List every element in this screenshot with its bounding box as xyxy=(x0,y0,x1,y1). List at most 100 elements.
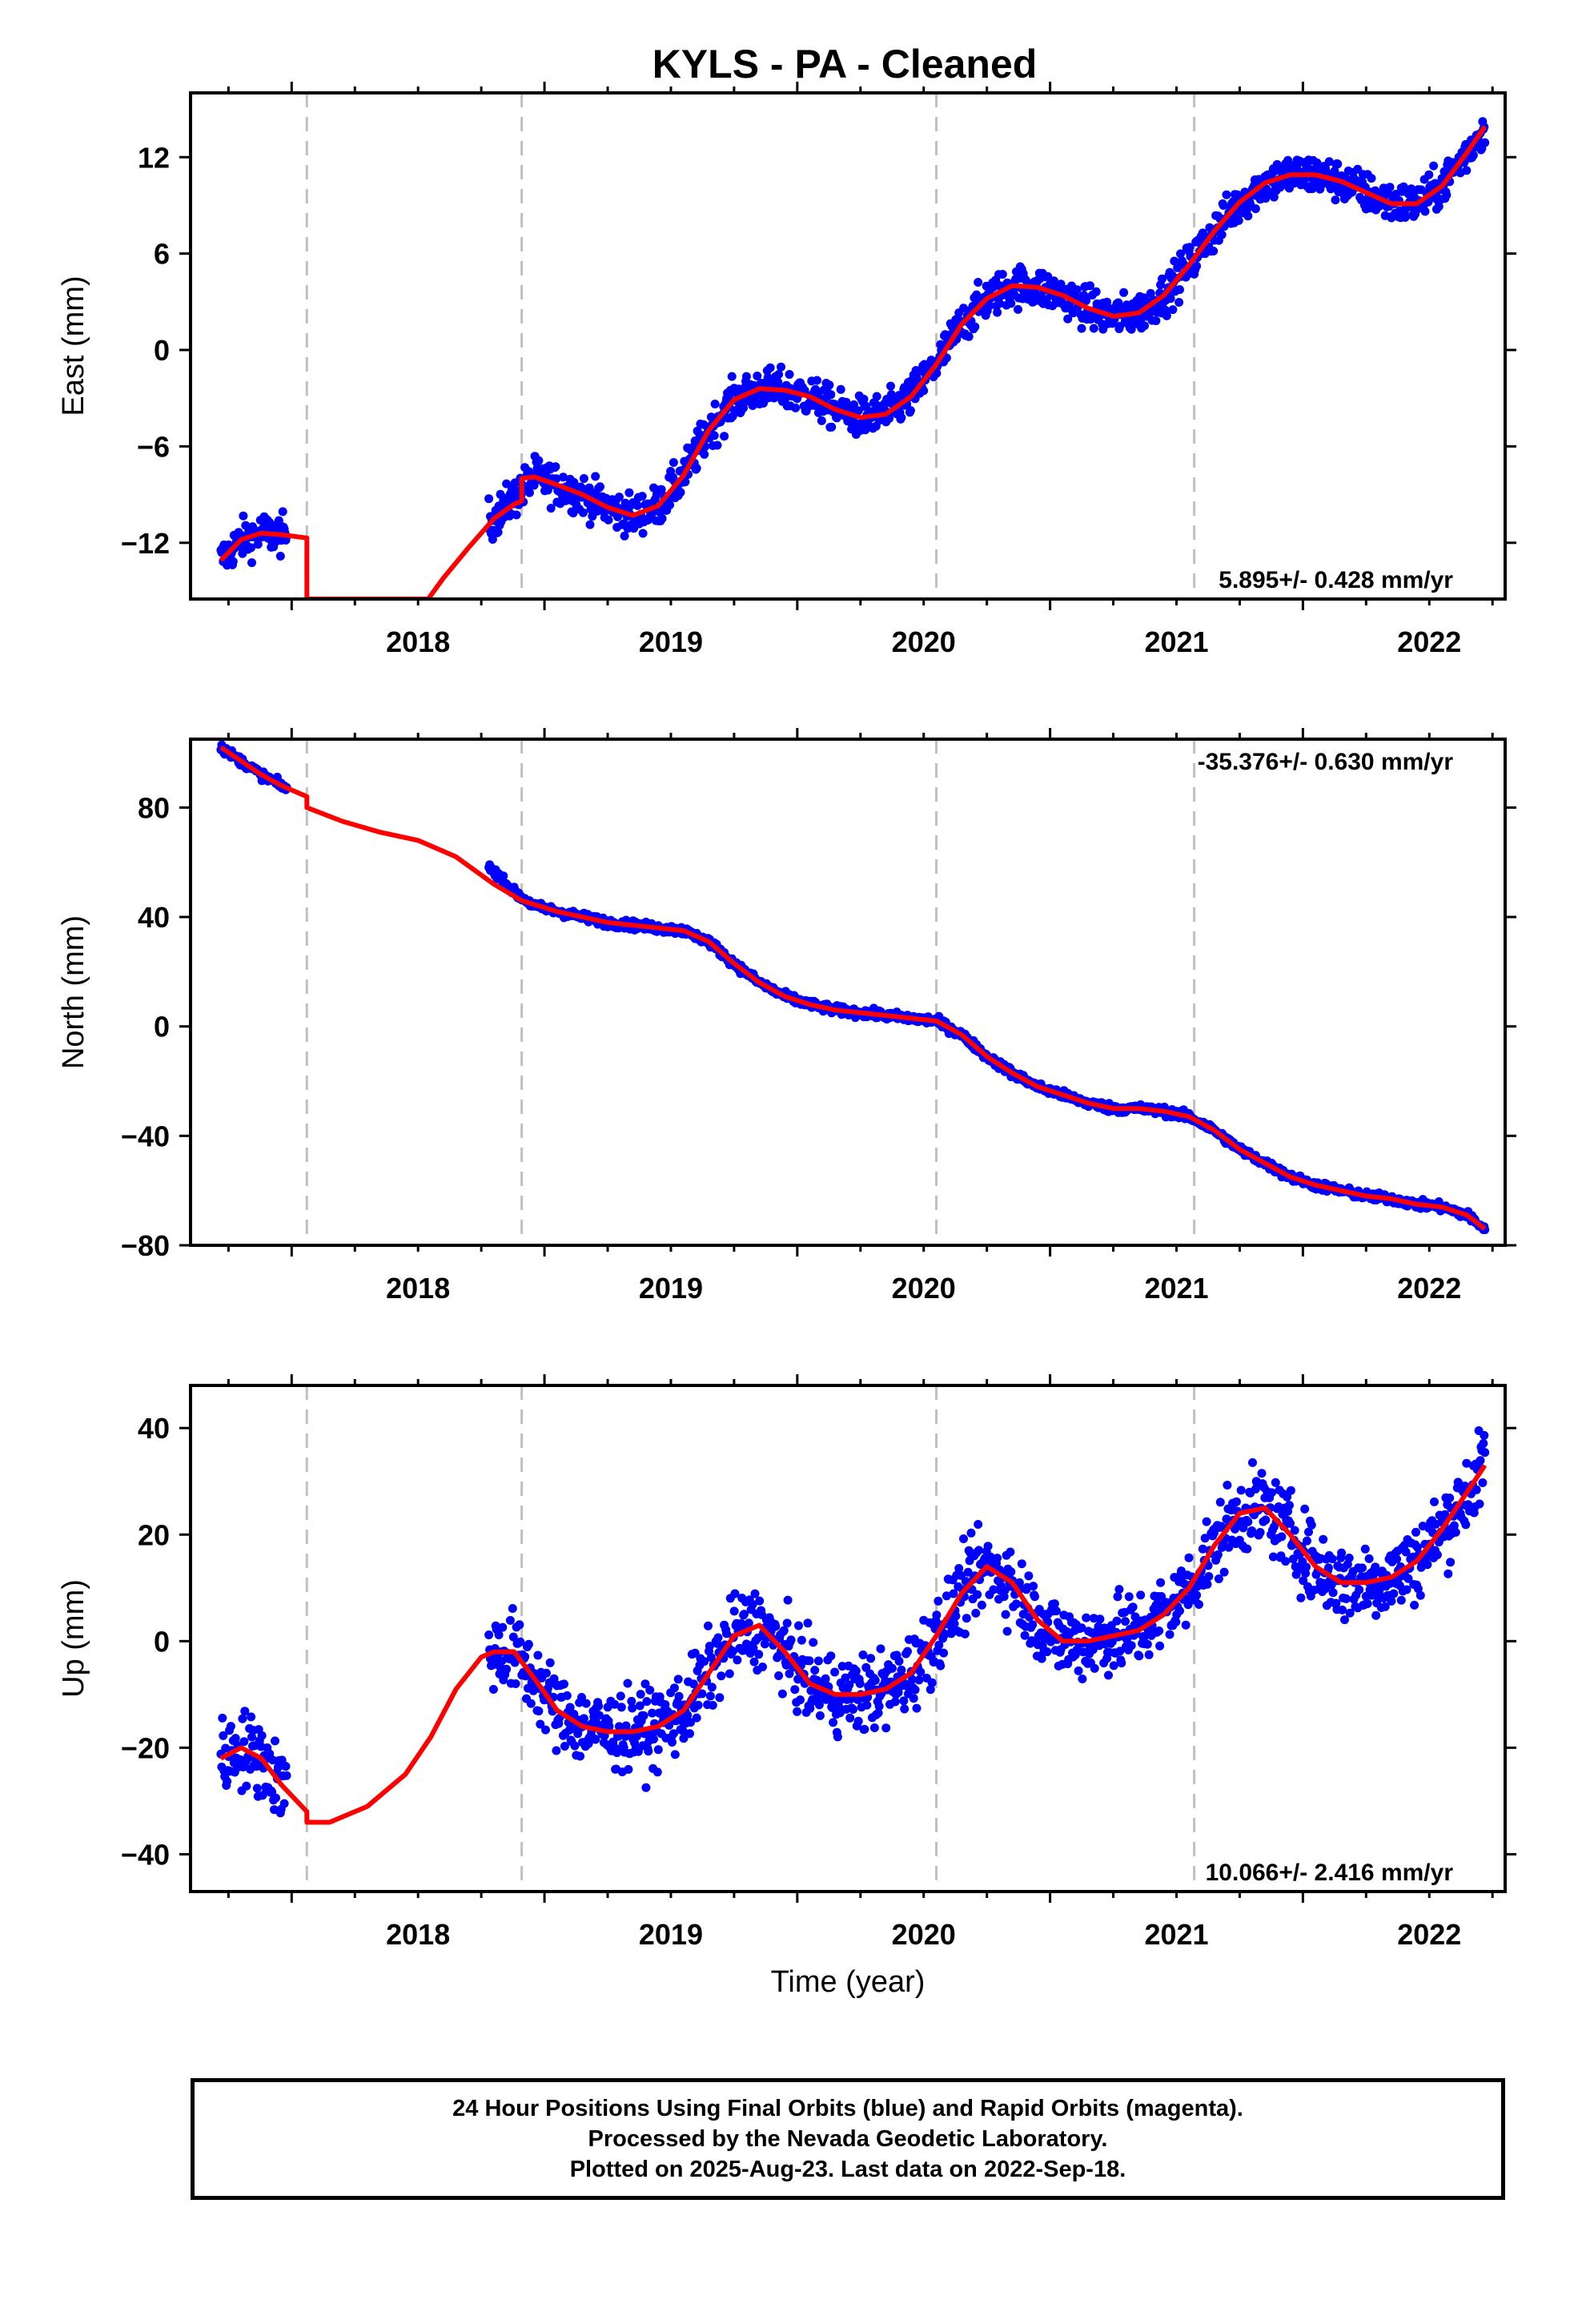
up-observation-point xyxy=(1037,1654,1046,1663)
north-x-tick-label: 2021 xyxy=(1144,1272,1208,1305)
up-observation-point xyxy=(1345,1608,1355,1618)
up-observation-point xyxy=(899,1696,909,1706)
up-observation-point xyxy=(722,1629,731,1638)
north-observation-point xyxy=(499,871,508,881)
up-observation-point xyxy=(1300,1504,1310,1514)
up-observation-point xyxy=(774,1671,784,1680)
east-observation-point xyxy=(524,488,534,497)
up-observation-point xyxy=(1440,1510,1450,1519)
up-observation-point xyxy=(1184,1553,1194,1562)
up-observation-point xyxy=(797,1635,806,1645)
up-observation-point xyxy=(950,1619,959,1628)
up-observation-point xyxy=(1050,1599,1059,1609)
east-observation-point xyxy=(1014,304,1022,314)
up-observation-point xyxy=(508,1604,517,1613)
up-observation-point xyxy=(242,1781,251,1791)
east-observation-point xyxy=(1068,308,1078,318)
up-observation-point xyxy=(717,1671,726,1681)
up-observation-point xyxy=(713,1633,723,1642)
up-observation-point xyxy=(1236,1486,1246,1495)
up-observation-point xyxy=(855,1679,865,1688)
up-observation-point xyxy=(870,1675,880,1685)
east-observation-point xyxy=(493,528,503,537)
up-observation-point xyxy=(502,1664,512,1674)
up-observation-point xyxy=(565,1703,575,1712)
east-observation-point xyxy=(1234,215,1243,225)
up-observation-point xyxy=(1277,1532,1287,1542)
up-observation-point xyxy=(282,1771,291,1780)
up-observation-point xyxy=(1271,1478,1280,1487)
east-observation-point xyxy=(1217,230,1227,239)
up-observation-point xyxy=(1142,1639,1152,1649)
up-observation-point xyxy=(633,1747,643,1756)
east-observation-point xyxy=(985,301,994,311)
east-observation-point xyxy=(753,372,762,380)
up-observation-point xyxy=(821,1674,830,1683)
up-observation-point xyxy=(231,1734,240,1743)
up-observation-point xyxy=(484,1630,494,1639)
up-observation-point xyxy=(614,1731,623,1741)
up-observation-point xyxy=(689,1679,698,1689)
up-observation-point xyxy=(934,1596,943,1606)
up-observation-point xyxy=(1204,1572,1214,1581)
up-observation-point xyxy=(1128,1602,1138,1612)
east-observation-point xyxy=(826,390,836,400)
up-observation-point xyxy=(1344,1554,1354,1562)
up-observation-point xyxy=(1121,1617,1130,1626)
up-observation-point xyxy=(754,1650,764,1659)
up-observation-point xyxy=(1095,1614,1105,1624)
up-observation-point xyxy=(685,1729,694,1739)
up-observation-point xyxy=(755,1596,765,1606)
up-observation-point xyxy=(705,1642,714,1651)
up-observation-point xyxy=(728,1647,737,1656)
up-observation-point xyxy=(1480,1448,1490,1458)
up-observation-point xyxy=(508,1632,518,1642)
up-observation-point xyxy=(1307,1520,1316,1530)
up-panel: 2018 2019 2020 2021 2022 −40 −20 0 20 40 Up (mm) 10… xyxy=(57,1374,1516,1951)
east-rate-label: 5.895+/- 0.428 mm/yr xyxy=(1219,567,1453,593)
east-observation-point xyxy=(488,535,497,544)
up-observation-point xyxy=(1446,1558,1456,1567)
east-observation-point xyxy=(1162,311,1171,320)
up-observation-point xyxy=(1267,1488,1276,1498)
up-observation-point xyxy=(704,1621,713,1630)
up-observation-point xyxy=(623,1679,632,1688)
up-observation-point xyxy=(624,1765,633,1774)
east-observation-point xyxy=(239,511,248,521)
up-observation-point xyxy=(977,1600,986,1610)
up-observation-point xyxy=(610,1699,620,1709)
east-observation-point xyxy=(926,356,936,365)
up-observation-point xyxy=(1247,1526,1257,1535)
up-observation-point xyxy=(1051,1606,1061,1616)
up-observation-point xyxy=(1117,1659,1126,1668)
up-observation-point xyxy=(257,1731,267,1740)
up-observation-point xyxy=(510,1658,520,1667)
up-observation-point xyxy=(881,1723,891,1733)
up-observation-point xyxy=(639,1711,648,1720)
up-observation-point xyxy=(614,1722,624,1731)
east-observation-point xyxy=(1146,288,1155,298)
up-observation-point xyxy=(632,1731,641,1741)
east-observation-point xyxy=(1331,195,1340,205)
east-observation-point xyxy=(546,504,556,513)
east-x-tick-label: 2018 xyxy=(386,625,450,658)
up-observation-point xyxy=(1337,1548,1347,1558)
up-observation-point xyxy=(247,1732,256,1742)
up-observation-point xyxy=(271,1736,279,1746)
up-observation-point xyxy=(1243,1517,1253,1526)
up-observation-point xyxy=(725,1669,734,1679)
east-observation-point xyxy=(512,510,521,520)
east-observation-point xyxy=(669,458,678,467)
east-observation-point xyxy=(774,370,784,379)
up-observation-point xyxy=(873,1708,883,1718)
up-observation-point xyxy=(226,1722,235,1731)
up-observation-point xyxy=(1248,1458,1257,1467)
up-observation-points xyxy=(216,1426,1490,1818)
up-observation-point xyxy=(533,1651,543,1660)
east-observation-point xyxy=(700,449,709,459)
up-observation-point xyxy=(949,1589,958,1598)
east-y-axis-label: East (mm) xyxy=(57,275,90,416)
up-observation-point xyxy=(1202,1517,1211,1526)
north-y-tick-label: 40 xyxy=(138,901,170,934)
up-observation-point xyxy=(1074,1666,1083,1675)
